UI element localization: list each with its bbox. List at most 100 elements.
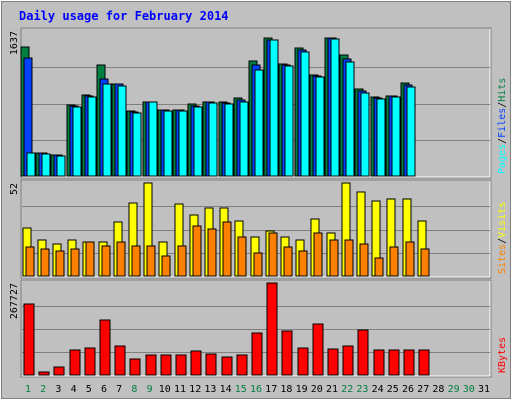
bar-visits-sites-day-6: [101, 245, 111, 277]
x-tick-label-day-28: 28: [432, 384, 444, 395]
bar-visits-sites-day-1: [25, 246, 35, 277]
bar-visits-sites-day-20: [313, 232, 323, 277]
x-tick-label-day-11: 11: [174, 384, 186, 395]
x-tick-label-day-19: 19: [296, 384, 308, 395]
bar-visits-sites-day-3: [55, 250, 65, 277]
x-tick-label-day-6: 6: [101, 384, 107, 395]
bar-kbytes-kbytes-day-25: [388, 349, 400, 376]
bar-visits-sites-day-23: [359, 243, 369, 277]
legend-entry: /: [497, 102, 508, 108]
bar-kbytes-kbytes-day-14: [221, 356, 233, 376]
bar-hits-pages-day-11: [178, 110, 188, 177]
x-tick-label-day-27: 27: [417, 384, 429, 395]
x-tick-label-day-17: 17: [265, 384, 277, 395]
bar-hits-pages-day-16: [254, 69, 264, 177]
x-tick-label-day-1: 1: [25, 384, 31, 395]
bar-visits-sites-day-5: [85, 241, 95, 277]
legend-entry: Files: [497, 108, 508, 138]
bar-visits-sites-day-9: [146, 245, 156, 277]
bar-hits-pages-day-8: [132, 112, 142, 177]
bar-kbytes-kbytes-day-12: [190, 350, 202, 376]
bar-hits-pages-day-23: [360, 92, 370, 177]
x-tick-label-day-14: 14: [220, 384, 232, 395]
x-tick-label-day-18: 18: [280, 384, 292, 395]
bar-visits-sites-day-17: [268, 232, 278, 277]
panel-kbytes-legend: KBytes: [497, 337, 508, 373]
bar-visits-sites-day-13: [207, 228, 217, 277]
bar-kbytes-kbytes-day-17: [266, 282, 278, 376]
bar-kbytes-kbytes-day-20: [312, 323, 324, 376]
bar-kbytes-kbytes-day-1: [23, 303, 35, 376]
bar-hits-pages-day-9: [148, 101, 158, 177]
legend-entry: KBytes: [497, 337, 508, 373]
bar-visits-sites-day-21: [329, 239, 339, 277]
bar-visits-sites-day-18: [283, 246, 293, 277]
bar-hits-pages-day-13: [208, 102, 218, 177]
bar-kbytes-kbytes-day-3: [53, 366, 65, 376]
chart-title: Daily usage for February 2014: [19, 9, 229, 23]
panel-kbytes-max-label: 267727: [9, 283, 20, 319]
x-tick-label-day-25: 25: [387, 384, 399, 395]
x-tick-label-day-26: 26: [402, 384, 414, 395]
x-tick-label-day-7: 7: [116, 384, 122, 395]
bar-kbytes-kbytes-day-19: [297, 347, 309, 376]
bar-visits-sites-day-25: [389, 246, 399, 277]
bar-visits-sites-day-4: [70, 248, 80, 277]
bar-hits-pages-day-25: [391, 96, 401, 177]
bar-hits-pages-day-6: [102, 83, 112, 177]
bar-kbytes-kbytes-day-11: [175, 354, 187, 376]
bar-hits-pages-day-24: [376, 98, 386, 177]
x-tick-label-day-23: 23: [356, 384, 368, 395]
bar-kbytes-kbytes-day-2: [38, 371, 50, 376]
bar-hits-pages-day-19: [300, 51, 310, 177]
x-tick-label-day-10: 10: [159, 384, 171, 395]
bar-visits-sites-day-2: [40, 248, 50, 277]
legend-entry: Hits: [497, 78, 508, 102]
panel-visits-max-label: 52: [9, 183, 20, 195]
x-tick-label-day-29: 29: [448, 384, 460, 395]
panel-visits-legend: Sites/Visits: [497, 202, 508, 274]
legend-entry: Visits: [497, 202, 508, 238]
bar-kbytes-kbytes-day-4: [69, 349, 81, 376]
bar-hits-pages-day-3: [56, 155, 66, 177]
bar-hits-pages-day-15: [239, 101, 249, 177]
bar-visits-sites-day-8: [131, 245, 141, 277]
legend-entry: /: [497, 238, 508, 244]
bar-visits-sites-day-24: [374, 257, 384, 277]
x-tick-label-day-16: 16: [250, 384, 262, 395]
x-tick-label-day-13: 13: [204, 384, 216, 395]
bar-visits-sites-day-22: [344, 239, 354, 277]
bar-visits-sites-day-27: [420, 248, 430, 277]
bar-hits-pages-day-1: [26, 152, 36, 177]
bar-visits-sites-day-7: [116, 241, 126, 277]
bar-visits-sites-day-14: [222, 221, 232, 277]
bar-kbytes-kbytes-day-8: [129, 358, 141, 376]
x-tick-label-day-31: 31: [478, 384, 490, 395]
bar-hits-pages-day-4: [72, 106, 82, 177]
bar-hits-pages-day-12: [193, 106, 203, 177]
bar-visits-sites-day-19: [298, 250, 308, 277]
x-tick-label-day-2: 2: [40, 384, 46, 395]
x-tick-label-day-12: 12: [189, 384, 201, 395]
bar-hits-pages-day-20: [315, 76, 325, 177]
legend-entry: Pages: [497, 144, 508, 174]
x-tick-label-day-21: 21: [326, 384, 338, 395]
bar-hits-pages-day-10: [163, 110, 173, 177]
bar-visits-sites-day-12: [192, 225, 202, 277]
bar-kbytes-kbytes-day-16: [251, 332, 263, 376]
bar-hits-pages-day-7: [117, 85, 127, 177]
bar-kbytes-kbytes-day-10: [160, 354, 172, 376]
x-tick-label-day-4: 4: [71, 384, 77, 395]
x-tick-label-day-20: 20: [311, 384, 323, 395]
bar-hits-pages-day-21: [330, 38, 340, 177]
x-tick-label-day-24: 24: [372, 384, 384, 395]
bar-kbytes-kbytes-day-18: [281, 330, 293, 376]
x-tick-label-day-30: 30: [463, 384, 475, 395]
bar-kbytes-kbytes-day-27: [418, 349, 430, 376]
bar-kbytes-kbytes-day-24: [373, 349, 385, 376]
panel-hits-legend: Pages/Files/Hits: [497, 78, 508, 174]
bar-kbytes-kbytes-day-9: [145, 354, 157, 376]
bar-hits-pages-day-5: [87, 96, 97, 177]
